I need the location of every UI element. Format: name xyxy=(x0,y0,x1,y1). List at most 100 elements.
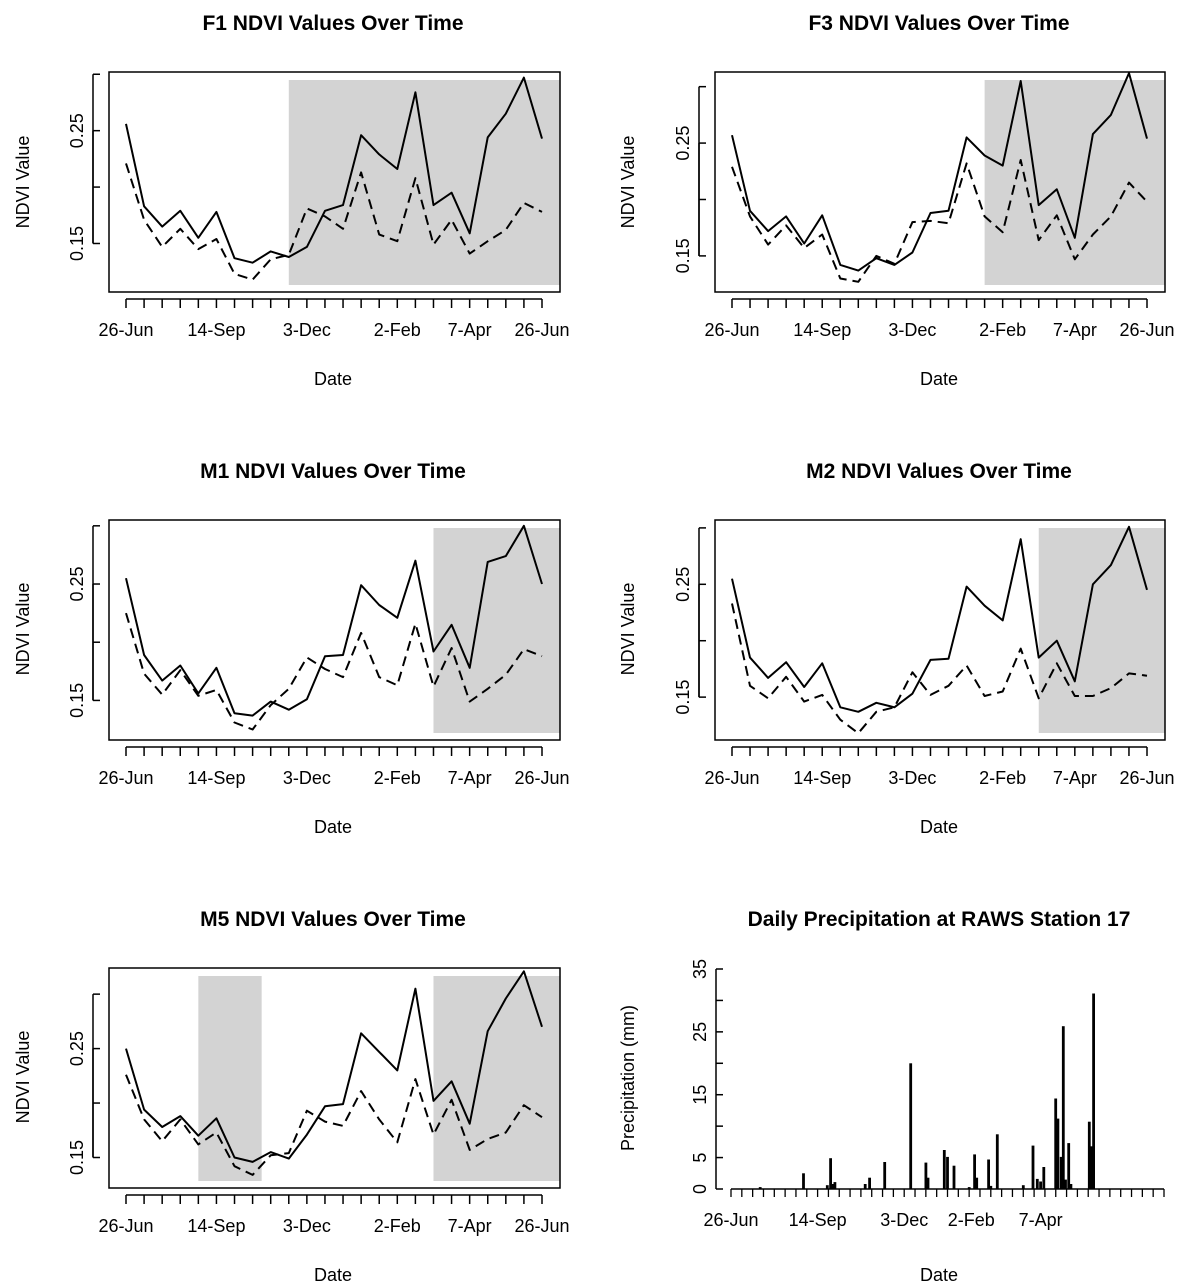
y-tick-label: 0.25 xyxy=(673,126,693,161)
m5-plot-frame xyxy=(108,967,561,1189)
precip-bar xyxy=(952,1165,956,1189)
precip-bar xyxy=(909,1063,913,1189)
f3-y-axis-label: NDVI Value xyxy=(618,136,638,229)
m5-y-axis: 0.15 0.25 xyxy=(67,993,100,1175)
precip-bar xyxy=(1035,1178,1039,1189)
y-tick-label: 0.25 xyxy=(67,566,87,601)
x-tick-label: 26-Jun xyxy=(98,768,153,788)
f1-shaded-regions xyxy=(288,80,561,285)
x-tick-label: 3-Dec xyxy=(888,320,936,340)
x-tick-label: 14-Sep xyxy=(187,768,245,788)
y-tick-label: 35 xyxy=(690,959,710,979)
precip-bar xyxy=(1092,993,1095,1189)
precip-bar xyxy=(758,1187,762,1189)
x-tick-label: 7-Apr xyxy=(1019,1210,1063,1230)
precip-bar xyxy=(825,1185,829,1189)
y-tick-label: 0 xyxy=(690,1184,710,1194)
series-line-dashed xyxy=(731,603,1148,735)
x-tick-label: 26-Jun xyxy=(1119,768,1174,788)
y-tick-label: 0.15 xyxy=(673,238,693,273)
precip-bar xyxy=(1059,1156,1063,1189)
x-tick-label: 7-Apr xyxy=(448,768,492,788)
f3-chart-title: F3 NDVI Values Over Time xyxy=(808,12,1069,35)
precip-bar xyxy=(1021,1185,1025,1189)
x-tick-label: 14-Sep xyxy=(793,320,851,340)
precip-bar xyxy=(967,1187,971,1189)
m2-x-axis-label: Date xyxy=(920,817,958,837)
precip-bar xyxy=(1067,1143,1071,1189)
f3-shaded-regions xyxy=(984,80,1166,285)
y-tick-label: 0.25 xyxy=(67,113,87,148)
f3-series-lines xyxy=(731,72,1148,283)
series-line-solid xyxy=(125,970,543,1163)
m1-x-axis: 26-Jun 14-Sep 3-Dec 2-Feb 7-Apr 26-Jun xyxy=(98,746,570,788)
precip-y-axis-label: Precipitation (mm) xyxy=(618,1005,638,1151)
x-tick-label: 3-Dec xyxy=(880,1210,928,1230)
m2-y-axis: 0.15 0.25 xyxy=(673,527,706,715)
x-tick-label: 3-Dec xyxy=(283,768,331,788)
y-tick-label: 0.15 xyxy=(67,226,87,261)
shaded-region xyxy=(433,976,561,1181)
x-tick-label: 14-Sep xyxy=(187,320,245,340)
f3-y-axis: 0.15 0.25 xyxy=(673,85,706,273)
y-tick-label: 15 xyxy=(690,1085,710,1105)
m5-x-axis-label: Date xyxy=(314,1265,352,1285)
precip-bar xyxy=(868,1177,871,1189)
f3-x-axis: 26-Jun 14-Sep 3-Dec 2-Feb 7-Apr 26-Jun xyxy=(704,298,1175,340)
y-tick-label: 0.15 xyxy=(67,683,87,718)
precip-bar xyxy=(1056,1118,1060,1189)
precip-bar xyxy=(883,1162,887,1189)
series-line-solid xyxy=(731,525,1148,713)
m2-y-axis-label: NDVI Value xyxy=(618,583,638,676)
m2-plot-frame xyxy=(714,519,1166,741)
x-tick-label: 2-Feb xyxy=(374,320,421,340)
precip-bar xyxy=(1069,1184,1073,1189)
m2-shaded-regions xyxy=(1038,528,1166,733)
x-tick-label: 26-Jun xyxy=(704,768,759,788)
f3-ndvi-panel: F3 NDVI Values Over Time Date NDVI Value… xyxy=(618,12,1175,389)
precip-bar xyxy=(1064,1179,1067,1189)
x-tick-label: 14-Sep xyxy=(793,768,851,788)
x-tick-label: 26-Jun xyxy=(98,320,153,340)
x-tick-label: 2-Feb xyxy=(948,1210,995,1230)
x-tick-label: 3-Dec xyxy=(283,1216,331,1236)
precip-bar xyxy=(924,1162,928,1189)
x-tick-label: 7-Apr xyxy=(448,1216,492,1236)
m2-x-axis: 26-Jun 14-Sep 3-Dec 2-Feb 7-Apr 26-Jun xyxy=(704,746,1175,788)
m2-series-lines xyxy=(731,525,1148,735)
f3-x-axis-label: Date xyxy=(920,369,958,389)
x-tick-label: 2-Feb xyxy=(374,1216,421,1236)
shaded-region xyxy=(198,976,262,1181)
precip-bar xyxy=(1061,1026,1065,1189)
precip-bar xyxy=(863,1184,867,1189)
f1-x-axis-label: Date xyxy=(314,369,352,389)
m1-series-lines xyxy=(125,524,543,731)
y-tick-label: 0.15 xyxy=(67,1140,87,1175)
m1-y-axis-label: NDVI Value xyxy=(13,583,33,676)
precip-bar xyxy=(1090,1146,1093,1189)
x-tick-label: 2-Feb xyxy=(979,768,1026,788)
f1-chart-title: F1 NDVI Values Over Time xyxy=(202,12,463,35)
series-line-dashed xyxy=(125,163,543,281)
m5-ndvi-panel: M5 NDVI Values Over Time Date NDVI Value… xyxy=(13,908,570,1285)
y-tick-label: 0.25 xyxy=(67,1031,87,1066)
precip-bar xyxy=(975,1177,979,1189)
precip-bar xyxy=(1039,1181,1042,1189)
series-line-solid xyxy=(125,524,543,717)
series-line-dashed xyxy=(731,159,1148,283)
x-tick-label: 26-Jun xyxy=(514,320,569,340)
m5-series-lines xyxy=(125,970,543,1176)
x-tick-label: 2-Feb xyxy=(374,768,421,788)
x-tick-label: 7-Apr xyxy=(1053,320,1097,340)
precip-x-axis-label: Date xyxy=(920,1265,958,1285)
precip-chart-title: Daily Precipitation at RAWS Station 17 xyxy=(748,908,1131,931)
m5-y-axis-label: NDVI Value xyxy=(13,1031,33,1124)
y-tick-label: 25 xyxy=(690,1022,710,1042)
m1-plot-frame xyxy=(108,519,561,741)
f1-series-lines xyxy=(125,76,543,281)
m1-chart-title: M1 NDVI Values Over Time xyxy=(200,460,466,483)
x-tick-label: 26-Jun xyxy=(98,1216,153,1236)
precip-bar xyxy=(1087,1121,1091,1189)
precip-bars xyxy=(758,993,1095,1189)
